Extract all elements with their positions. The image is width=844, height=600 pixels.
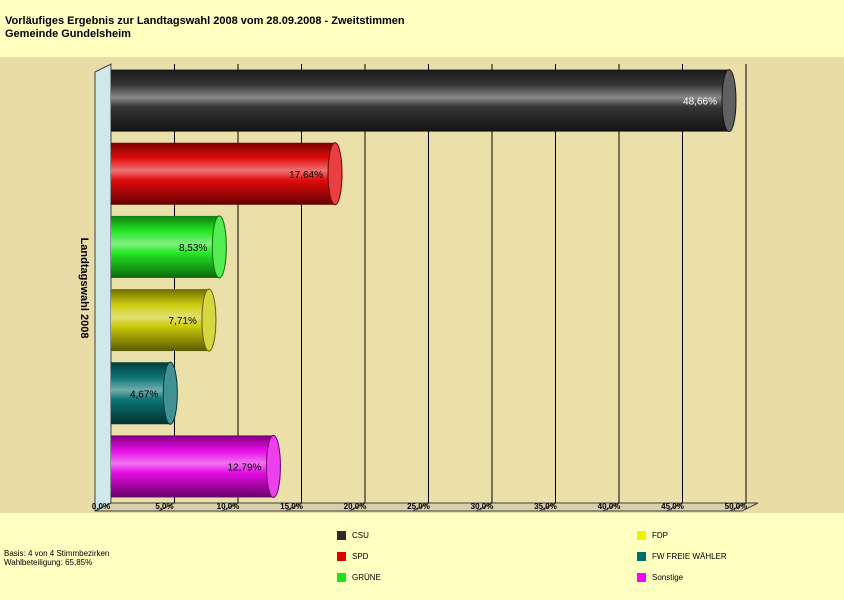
data-label: 4,67% <box>130 389 158 400</box>
legend-swatch <box>637 573 646 582</box>
grid-lines <box>94 64 747 512</box>
footer-basis: Basis: 4 von 4 Stimmbezirken <box>4 549 110 558</box>
floor-line <box>602 502 620 512</box>
bar-cap <box>327 142 343 206</box>
bar <box>111 435 274 498</box>
x-tick-label: 10,0% <box>217 502 240 511</box>
tick-labels: 0,0% 5,0% 10,0% 15,0% 20,0% 25,0% 30,0% 35,0% 40… <box>92 502 747 511</box>
side-wall <box>94 63 112 512</box>
legend-swatch <box>337 531 346 540</box>
legend-label: Sonstige <box>652 573 684 582</box>
floor-line <box>729 502 747 512</box>
bars: 48,66% 17,64% 8,53% 7,71% 4,67% 12,79% <box>111 69 737 498</box>
legend-label: CSU <box>352 531 369 540</box>
legend-swatch <box>337 552 346 561</box>
data-label: 17,64% <box>289 170 323 181</box>
x-tick-label: 20,0% <box>344 502 367 511</box>
x-tick-label: 15,0% <box>280 502 303 511</box>
legend-label: FW FREIE WÄHLER <box>652 552 727 561</box>
bar <box>111 69 729 132</box>
x-tick-label: 0,0% <box>92 502 110 511</box>
x-tick-label: 45,0% <box>661 502 684 511</box>
footer-info: Basis: 4 von 4 Stimmbezirken Wahlbeteili… <box>4 549 109 567</box>
floor-line <box>94 502 112 512</box>
bar-cap <box>721 69 737 133</box>
title-line-1: Vorläufiges Ergebnis zur Landtagswahl 20… <box>5 15 405 27</box>
floor-line <box>412 502 429 512</box>
category-axis-label: Landtagswahl 2008 <box>78 238 90 339</box>
legend-swatch <box>337 573 346 582</box>
x-tick-label: 25,0% <box>407 502 430 511</box>
legend-label: GRÜNE <box>352 573 381 582</box>
legend-label: SPD <box>352 552 369 561</box>
bar-cap <box>211 215 227 279</box>
bar <box>111 289 209 352</box>
x-tick-label: 50,0% <box>725 502 748 511</box>
x-tick-label: 40,0% <box>598 502 621 511</box>
legend-swatch <box>637 531 646 540</box>
data-label: 7,71% <box>169 316 197 327</box>
bar <box>111 142 336 205</box>
chart-title: Vorläufiges Ergebnis zur Landtagswahl 20… <box>5 15 405 41</box>
x-tick-label: 30,0% <box>471 502 494 511</box>
floor-line <box>221 502 239 512</box>
data-label: 48,66% <box>683 97 717 108</box>
x-tick-label: 5,0% <box>155 502 173 511</box>
data-label: 8,53% <box>179 243 207 254</box>
legend-label: FDP <box>652 531 668 540</box>
bar-cap <box>265 434 281 498</box>
bar-cap <box>162 361 178 425</box>
floor-line <box>666 502 683 512</box>
bar <box>111 215 220 278</box>
floor-line <box>539 502 556 512</box>
data-label: 12,79% <box>228 462 262 473</box>
footer-turnout: Wahlbeteiligung: 65,85% <box>4 558 93 567</box>
legend-swatch <box>637 552 646 561</box>
floor-line <box>475 502 493 512</box>
floor-line <box>158 502 175 512</box>
title-line-2: Gemeinde Gundelsheim <box>5 28 131 40</box>
floor-line <box>285 502 302 512</box>
bar-cap <box>201 288 217 352</box>
bar <box>111 362 171 425</box>
floor-line <box>348 502 366 512</box>
x-tick-label: 35,0% <box>534 502 557 511</box>
